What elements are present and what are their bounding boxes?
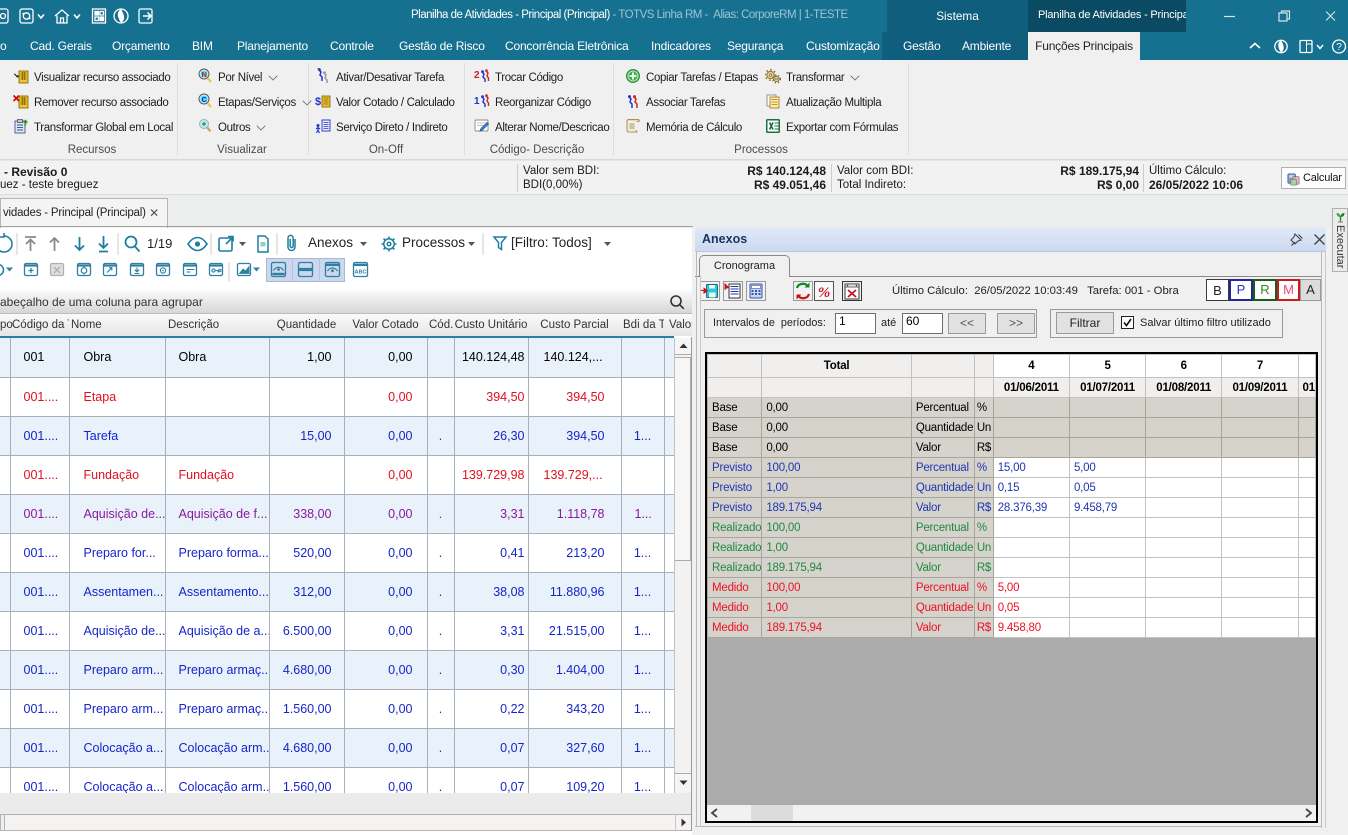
svg-text:1: 1 bbox=[474, 96, 480, 107]
svg-text:?: ? bbox=[1336, 42, 1342, 53]
svg-text:ABC: ABC bbox=[355, 270, 367, 276]
svg-text:$: $ bbox=[315, 96, 321, 108]
svg-text:2: 2 bbox=[474, 70, 480, 81]
svg-text:N: N bbox=[201, 70, 206, 79]
svg-text:%: % bbox=[818, 285, 831, 301]
svg-text:C: C bbox=[201, 95, 207, 104]
